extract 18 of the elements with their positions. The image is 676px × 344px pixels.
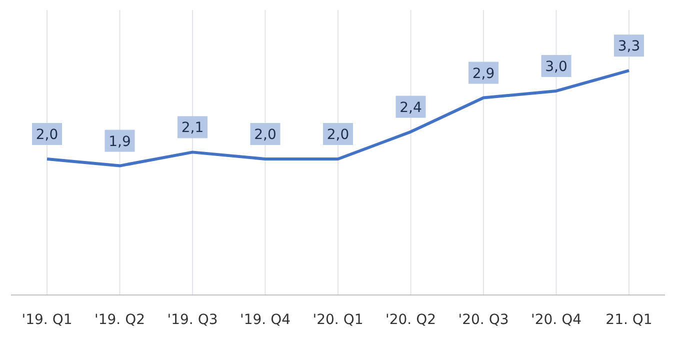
x-tick-label: '19. Q2 [94,312,145,328]
data-label: 2,0 [36,126,58,143]
x-tick-label: '20. Q4 [531,312,582,328]
data-label: 2,1 [181,120,204,136]
data-label: 3,3 [618,38,640,55]
x-tick-label: 21. Q1 [606,312,652,328]
data-label: 1,9 [108,134,131,150]
data-label: 2,9 [472,66,495,82]
x-tick-label: '19. Q1 [22,312,72,328]
data-label: 3,0 [545,58,568,75]
data-label: 2,4 [400,100,422,116]
x-tick-label: '20. Q1 [312,312,364,328]
x-tick-label: '19. Q4 [240,312,291,328]
x-tick-label: '20. Q2 [386,312,436,328]
x-tick-label: '19. Q3 [167,312,218,328]
data-label: 2,0 [254,126,276,143]
x-tick-label: '20. Q3 [458,312,509,328]
data-label: 2,0 [326,126,350,143]
